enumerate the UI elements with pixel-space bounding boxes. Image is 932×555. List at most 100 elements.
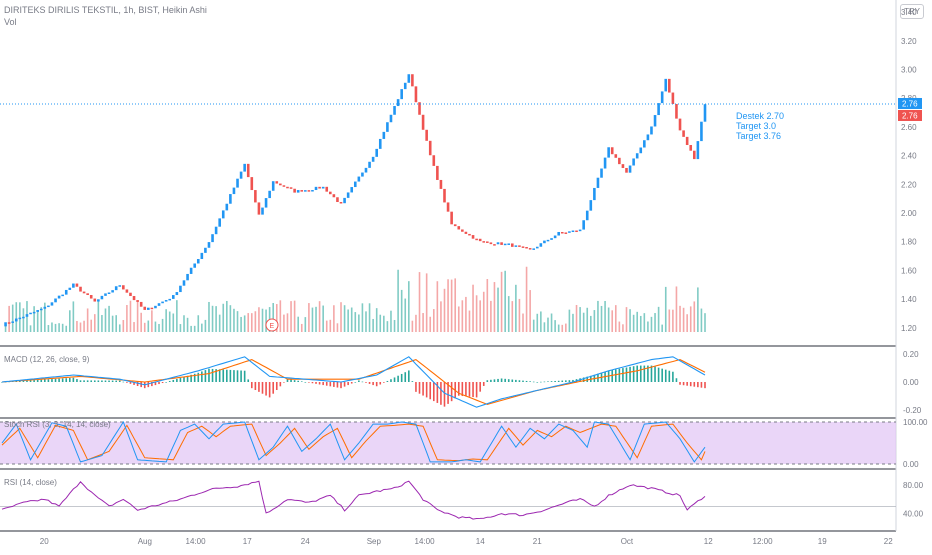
candle[interactable] (93, 298, 97, 302)
candle[interactable] (514, 245, 518, 247)
candle[interactable] (161, 301, 164, 304)
candle[interactable] (225, 203, 229, 211)
candle[interactable] (625, 167, 628, 173)
candle[interactable] (403, 82, 407, 90)
candle[interactable] (175, 292, 179, 296)
candle[interactable] (143, 306, 147, 310)
earnings-marker[interactable] (265, 318, 279, 332)
candle[interactable] (293, 188, 296, 193)
candle[interactable] (61, 294, 64, 297)
candle[interactable] (482, 241, 486, 243)
candle[interactable] (54, 298, 57, 303)
candle[interactable] (432, 155, 436, 166)
candle[interactable] (510, 243, 514, 247)
candle[interactable] (318, 186, 321, 189)
candle[interactable] (68, 287, 72, 290)
candle[interactable] (471, 235, 475, 239)
candle[interactable] (668, 78, 671, 93)
candle[interactable] (650, 126, 653, 135)
candle[interactable] (332, 194, 336, 198)
candle[interactable] (507, 243, 511, 245)
candle[interactable] (289, 187, 293, 189)
candle[interactable] (139, 301, 143, 307)
candle[interactable] (164, 300, 168, 302)
candle[interactable] (557, 231, 560, 236)
candle[interactable] (500, 242, 503, 245)
candle[interactable] (443, 188, 446, 203)
candle[interactable] (664, 78, 668, 92)
candle[interactable] (660, 91, 664, 104)
candle[interactable] (196, 259, 200, 264)
candle[interactable] (271, 181, 275, 191)
candle[interactable] (89, 295, 93, 299)
candle[interactable] (528, 248, 532, 250)
candle[interactable] (275, 181, 279, 184)
candle[interactable] (628, 165, 632, 173)
candle[interactable] (114, 286, 118, 291)
candle[interactable] (539, 243, 543, 247)
candle[interactable] (393, 106, 396, 115)
candle[interactable] (414, 86, 418, 103)
candle[interactable] (692, 150, 696, 160)
candle[interactable] (453, 224, 457, 227)
candle[interactable] (632, 158, 635, 166)
candle[interactable] (486, 241, 489, 243)
candle[interactable] (136, 300, 139, 302)
candle[interactable] (307, 190, 311, 192)
candle[interactable] (43, 306, 47, 309)
candle[interactable] (296, 190, 300, 193)
candle[interactable] (22, 316, 25, 319)
candle[interactable] (560, 231, 564, 234)
candle[interactable] (464, 231, 468, 234)
candle[interactable] (696, 141, 700, 160)
candle[interactable] (186, 273, 189, 281)
candle[interactable] (461, 229, 464, 232)
candle[interactable] (411, 74, 414, 87)
candle[interactable] (493, 244, 496, 246)
candle[interactable] (100, 295, 104, 300)
candle[interactable] (378, 138, 382, 149)
candle[interactable] (336, 197, 339, 203)
candle[interactable] (257, 202, 261, 215)
candle[interactable] (171, 295, 175, 299)
candle[interactable] (653, 115, 657, 127)
candle[interactable] (50, 302, 54, 306)
candle[interactable] (489, 242, 493, 245)
candle[interactable] (585, 210, 589, 221)
candle[interactable] (36, 310, 39, 312)
candle[interactable] (150, 307, 154, 310)
candle[interactable] (268, 190, 271, 199)
candle[interactable] (646, 134, 650, 141)
candle[interactable] (639, 147, 643, 154)
candle[interactable] (675, 103, 678, 119)
candle[interactable] (200, 252, 204, 260)
candle[interactable] (132, 296, 136, 301)
candle[interactable] (357, 176, 361, 182)
candle[interactable] (353, 181, 357, 188)
candle[interactable] (211, 234, 214, 243)
candle[interactable] (350, 187, 354, 193)
candle[interactable] (371, 156, 375, 162)
candle[interactable] (386, 122, 389, 132)
candle[interactable] (207, 242, 211, 248)
candle[interactable] (700, 121, 703, 142)
candle[interactable] (525, 246, 528, 249)
candle[interactable] (147, 307, 150, 310)
candle[interactable] (703, 104, 707, 122)
candle[interactable] (346, 192, 350, 198)
candle[interactable] (361, 172, 364, 177)
candle[interactable] (14, 318, 18, 322)
candle[interactable] (682, 130, 685, 137)
candle[interactable] (543, 240, 546, 244)
candle[interactable] (72, 283, 75, 288)
candle[interactable] (329, 191, 332, 195)
candle[interactable] (421, 114, 425, 130)
candle[interactable] (4, 322, 7, 327)
candle[interactable] (111, 290, 114, 293)
candle[interactable] (614, 154, 618, 158)
candle[interactable] (64, 289, 68, 295)
candle[interactable] (232, 187, 236, 195)
candle[interactable] (39, 308, 43, 311)
candle[interactable] (104, 293, 107, 296)
